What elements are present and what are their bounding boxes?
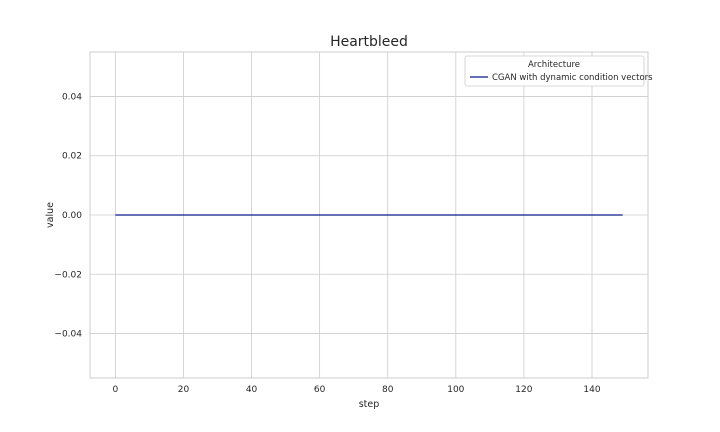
legend-label: CGAN with dynamic condition vectors <box>492 73 653 83</box>
plot-frame <box>89 51 649 379</box>
y-tick-label: 0.00 <box>62 211 82 221</box>
legend: Architecture CGAN with dynamic condition… <box>464 55 653 87</box>
x-tick-label: 0 <box>112 385 118 395</box>
chart-title: Heartbleed <box>330 34 408 50</box>
y-tick-label: 0.04 <box>62 92 82 102</box>
legend-box <box>464 55 645 87</box>
y-tick-label: 0.02 <box>62 152 82 162</box>
y-tick-label: −0.04 <box>54 330 82 340</box>
y-tick-label: −0.02 <box>54 270 82 280</box>
y-tick-labels: −0.04 −0.02 0.00 0.02 0.04 <box>54 92 82 339</box>
x-tick-label: 20 <box>178 385 190 395</box>
x-tick-label: 80 <box>382 385 394 395</box>
x-axis-label: step <box>359 399 380 410</box>
legend-title: Architecture <box>528 60 580 70</box>
x-tick-labels: 0 20 40 60 80 100 120 140 <box>112 385 600 395</box>
x-tick-label: 40 <box>246 385 258 395</box>
x-tick-label: 60 <box>314 385 326 395</box>
y-axis-label: value <box>45 202 56 228</box>
x-tick-label: 140 <box>583 385 600 395</box>
x-tick-label: 100 <box>447 385 464 395</box>
x-tick-label: 120 <box>515 385 532 395</box>
